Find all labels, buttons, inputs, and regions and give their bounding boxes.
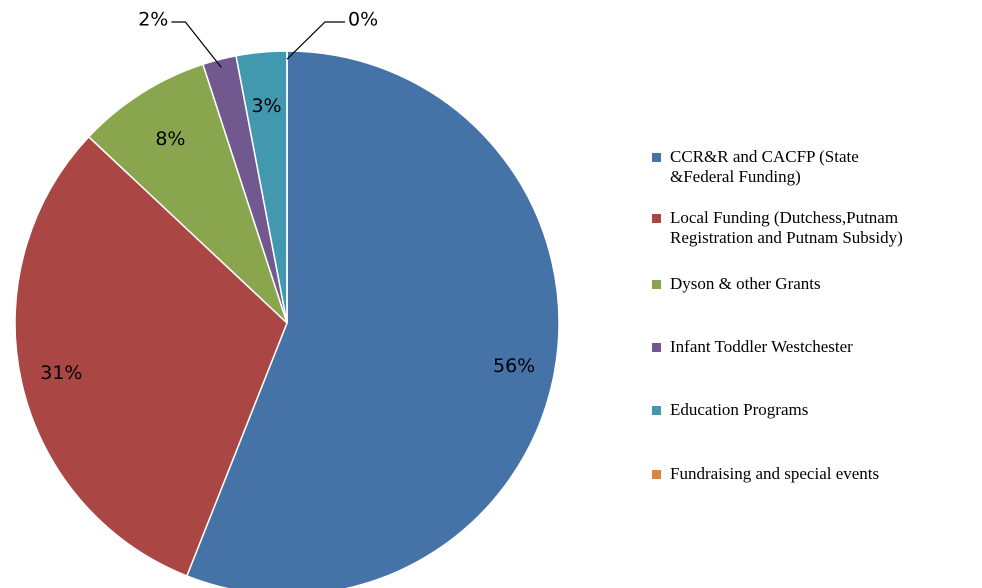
legend-label: Dyson & other Grants	[670, 274, 821, 293]
data-label: 8%	[155, 128, 185, 150]
data-label: 31%	[40, 362, 82, 384]
legend-item: Local Funding (Dutchess,Putnam Registrat…	[652, 208, 903, 248]
pie-slice	[185, 50, 560, 588]
legend-swatch	[652, 153, 661, 162]
legend-swatch	[652, 280, 661, 289]
legend-label: Fundraising and special events	[670, 464, 880, 483]
data-label: 2%	[138, 9, 168, 31]
pie-slice	[14, 135, 288, 577]
pie-slice	[87, 63, 288, 324]
legend-label: Local Funding (Dutchess,Putnam Registrat…	[670, 208, 903, 247]
data-label: 56%	[493, 355, 535, 377]
legend-swatch	[652, 343, 661, 352]
legend-swatch	[652, 406, 661, 415]
legend-item: Education Programs	[652, 400, 808, 420]
legend-label: CCR&R and CACFP (State &Federal Funding)	[670, 147, 859, 186]
data-label: 0%	[348, 9, 378, 31]
leader-line	[286, 21, 345, 60]
legend-swatch	[652, 214, 661, 223]
legend-label: Infant Toddler Westchester	[670, 337, 853, 356]
legend-item: Dyson & other Grants	[652, 274, 821, 294]
legend-item: CCR&R and CACFP (State &Federal Funding)	[652, 147, 859, 187]
legend-swatch	[652, 470, 661, 479]
data-label: 3%	[251, 95, 281, 117]
leader-line	[171, 21, 222, 68]
legend-item: Fundraising and special events	[652, 464, 879, 484]
legend-item: Infant Toddler Westchester	[652, 337, 853, 357]
legend-label: Education Programs	[670, 400, 809, 419]
